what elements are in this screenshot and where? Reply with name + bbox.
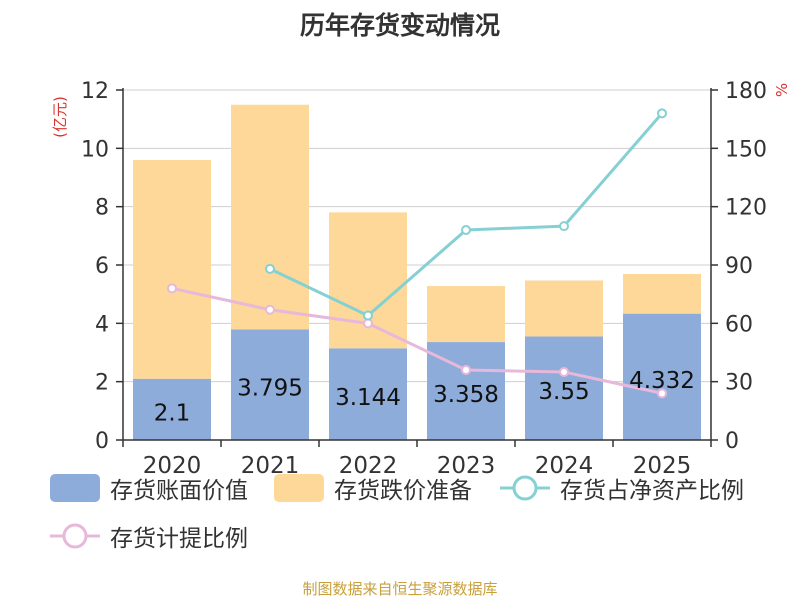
line-layer <box>167 108 667 399</box>
chart-title: 历年存货变动情况 <box>299 11 500 40</box>
data-label-book-value: 3.358 <box>433 382 499 408</box>
bar-book-value <box>133 378 211 440</box>
provision-ratio-line <box>171 286 663 395</box>
inv-to-net-assets-point <box>657 108 667 119</box>
right-tick-label: 90 <box>725 254 753 279</box>
left-tick-label: 10 <box>81 137 109 162</box>
left-tick-label: 8 <box>95 196 109 221</box>
bar-layer <box>133 104 701 440</box>
provision-ratio-point <box>461 365 471 375</box>
legend-swatch-provision-ratio <box>50 523 100 549</box>
provision-ratio-point <box>265 304 275 315</box>
data-label-book-value: 2.1 <box>154 400 191 426</box>
bar-book-value <box>329 348 407 440</box>
data-label-book-value: 3.795 <box>237 376 303 402</box>
legend-book-value[interactable]: 存货账面价值 <box>50 473 248 504</box>
right-tick-label: 30 <box>725 371 753 396</box>
legend-swatch-book-value <box>50 474 100 502</box>
source-note: 制图数据来自恒生聚源数据库 <box>302 580 498 598</box>
bar-book-value <box>525 336 603 440</box>
left-axis-unit: (亿元) <box>51 96 69 138</box>
data-label-book-value: 3.55 <box>538 379 589 405</box>
right-tick-label: 60 <box>725 312 753 337</box>
data-label-book-value: 4.332 <box>629 368 695 394</box>
x-tick-label: 2024 <box>535 453 594 479</box>
grid-lines <box>123 89 711 383</box>
provision-ratio-point <box>657 388 667 399</box>
legend-label-inv-to-net-assets: 存货占净资产比例 <box>560 478 744 504</box>
left-tick-label: 0 <box>95 429 109 454</box>
legend-swatch-inv-to-net-assets <box>500 475 550 501</box>
legend-label-book-value: 存货账面价值 <box>110 478 248 504</box>
left-tick-label: 2 <box>95 371 109 396</box>
bar-book-value <box>231 329 309 440</box>
legend-provision-ratio[interactable]: 存货计提比例 <box>50 521 248 552</box>
x-tick-label: 2023 <box>437 453 496 479</box>
left-tick-label: 4 <box>95 312 109 337</box>
bar-impairment <box>525 280 603 337</box>
provision-ratio-point <box>559 366 569 377</box>
inv-to-net-assets-point <box>265 263 275 274</box>
bar-impairment <box>231 104 309 330</box>
x-tick-label: 2022 <box>339 453 398 479</box>
bar-impairment <box>427 286 505 343</box>
data-labels: 2.1 3.795 3.144 3.358 3.55 4.332 <box>154 368 695 427</box>
right-tick-label: 0 <box>725 429 739 454</box>
x-tick-label: 2025 <box>633 453 692 479</box>
legend-inv-to-net-assets[interactable]: 存货占净资产比例 <box>500 473 744 504</box>
bar-book-value <box>623 313 701 440</box>
inv-to-net-assets-point <box>363 310 373 321</box>
inv-to-net-assets-point <box>461 225 471 235</box>
right-tick-label: 150 <box>725 137 767 162</box>
right-axis-unit: % <box>773 83 791 97</box>
legend-label-provision-ratio: 存货计提比例 <box>110 526 248 552</box>
left-tick-label: 12 <box>81 79 109 104</box>
right-tick-label: 120 <box>725 196 767 221</box>
legend-swatch-impairment <box>274 474 324 502</box>
inv-to-net-assets-point <box>559 221 569 232</box>
legend-impairment[interactable]: 存货跌价准备 <box>274 473 472 504</box>
data-label-book-value: 3.144 <box>335 385 401 411</box>
inv-to-net-assets-line <box>269 112 664 318</box>
bar-impairment <box>133 160 211 379</box>
right-tick-label: 180 <box>725 79 767 104</box>
left-tick-label: 6 <box>95 254 109 279</box>
provision-ratio-point <box>167 283 177 294</box>
bar-impairment <box>623 273 701 314</box>
legend-label-impairment: 存货跌价准备 <box>334 478 472 504</box>
x-tick-label: 2020 <box>143 453 202 479</box>
